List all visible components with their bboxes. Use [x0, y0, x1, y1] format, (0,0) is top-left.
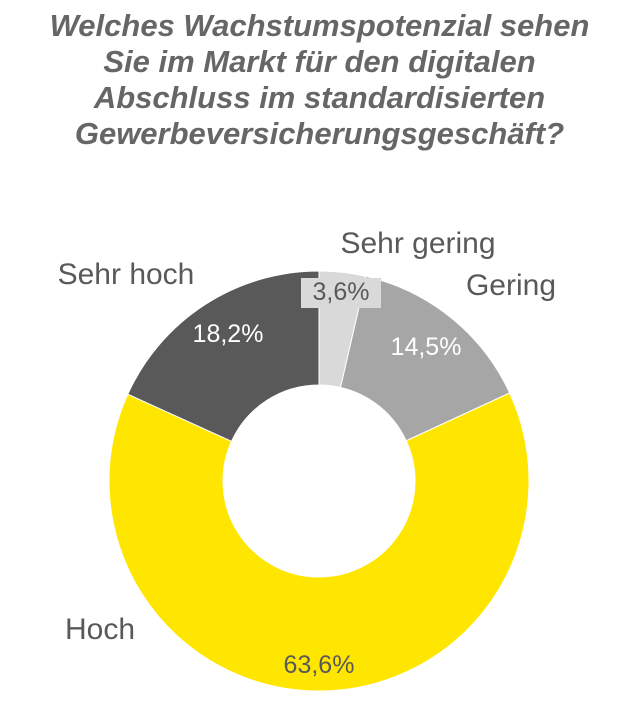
donut-slices	[108, 270, 530, 692]
chart-title-line-4: Gewerbeversicherungsgeschäft?	[74, 116, 565, 151]
category-label-sehr-gering: Sehr gering	[340, 227, 495, 260]
chart-title-line-1: Welches Wachstumspotenzial sehen	[49, 8, 590, 43]
chart-title-line-3: Abschluss im standardisierten	[93, 80, 546, 115]
value-label-gering: 14,5%	[391, 333, 462, 361]
slice-gering	[339, 275, 511, 442]
chart-title: Welches Wachstumspotenzial sehen Sie im …	[0, 8, 639, 152]
category-label-gering: Gering	[466, 269, 556, 302]
value-label-background-sehr-gering	[301, 278, 381, 308]
value-label-sehr-gering: 3,6%	[313, 278, 370, 306]
category-label-sehr-hoch: Sehr hoch	[58, 258, 195, 291]
slice-sehr-hoch	[127, 270, 320, 442]
slice-hoch	[108, 392, 530, 692]
chart-title-line-2: Sie im Markt für den digitalen	[103, 44, 536, 79]
value-label-hoch: 63,6%	[284, 651, 355, 679]
category-label-hoch: Hoch	[65, 613, 135, 646]
donut-labels: 3,6% Sehr gering 14,5% Gering 63,6% Hoch 18,2%…	[58, 227, 556, 679]
value-label-sehr-hoch: 18,2%	[193, 320, 264, 348]
